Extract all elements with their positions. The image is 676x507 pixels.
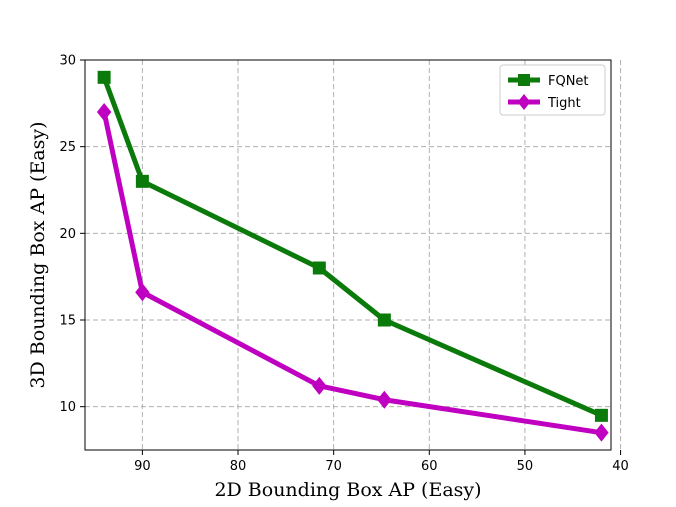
legend-label: FQNet (548, 74, 589, 89)
x-tick-label: 50 (517, 459, 534, 474)
y-tick-label: 25 (59, 140, 76, 155)
data-point-tight (135, 283, 150, 302)
data-point-fqnet (135, 174, 149, 188)
legend-item-tight: Tight (508, 94, 581, 111)
legend-item-fqnet: FQNet (508, 74, 589, 89)
y-tick-label: 20 (59, 227, 76, 242)
x-axis-label: 2D Bounding Box AP (Easy) (214, 479, 481, 501)
series-line-fqnet (101, 74, 604, 418)
data-point-fqnet (377, 313, 391, 327)
data-point-fqnet (312, 261, 326, 275)
legend-label: Tight (547, 96, 581, 111)
data-point-tight (377, 390, 392, 409)
data-point-tight (312, 376, 327, 395)
data-point-tight (96, 103, 112, 121)
x-tick-label: 70 (325, 459, 342, 474)
data-point-fqnet (97, 70, 111, 84)
plot-frame (84, 59, 612, 451)
data-point-fqnet (594, 408, 608, 422)
x-tick-label: 80 (230, 459, 247, 474)
series-fqnet (97, 70, 608, 422)
y-tick-label: 10 (59, 400, 76, 415)
x-axis-ticks: 90 80 70 60 50 40 (134, 450, 629, 474)
legend-marker-fqnet (518, 74, 530, 86)
y-tick-label: 15 (59, 314, 76, 329)
x-tick-label: 90 (134, 459, 151, 474)
legend-marker-tight (517, 94, 531, 110)
y-tick-label: 30 (59, 54, 76, 69)
series-tight (96, 103, 609, 442)
grid-lines (85, 59, 622, 450)
series-layer (96, 70, 609, 442)
x-tick-label: 60 (421, 459, 438, 474)
legend: FQNet Tight (499, 64, 606, 116)
x-tick-label: 40 (612, 459, 629, 474)
y-axis-ticks: 10 15 20 25 30 (59, 54, 85, 415)
data-point-tight (594, 423, 609, 442)
y-axis-label: 3D Bounding Box AP (Easy) (27, 121, 49, 388)
